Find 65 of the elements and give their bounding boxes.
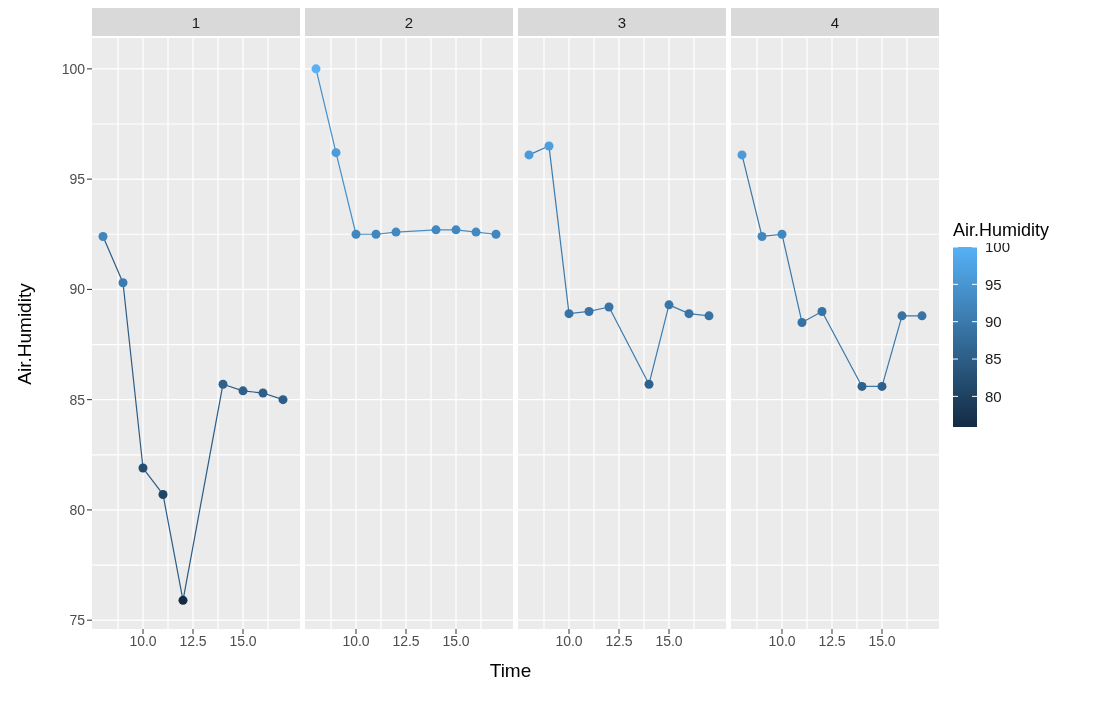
y-tick-label: 75 [69, 612, 86, 629]
point [684, 309, 694, 319]
point [331, 148, 341, 158]
x-tick-label: 10.0 [555, 632, 583, 649]
x-tick-label: 12.5 [818, 632, 846, 649]
point [258, 388, 268, 398]
chart-title: 3 [518, 8, 726, 36]
point [311, 64, 321, 74]
y-tick-label: 90 [69, 281, 86, 298]
x-tick-label: 10.0 [342, 632, 370, 649]
chart-title: 1 [92, 8, 300, 36]
point [644, 379, 654, 389]
point [737, 150, 747, 160]
point [238, 386, 248, 396]
point [544, 141, 554, 151]
point [897, 311, 907, 321]
x-tick-label: 15.0 [229, 632, 257, 649]
y-tick-label: 80 [69, 501, 86, 518]
chart-title: 2 [305, 8, 513, 36]
point [158, 489, 168, 499]
point [138, 463, 148, 473]
color-bar-label: 80 [985, 387, 1002, 405]
x-tick-label: 15.0 [442, 632, 470, 649]
point [491, 229, 501, 239]
point [471, 227, 481, 237]
x-tick-label: 10.0 [129, 632, 157, 649]
color-bar-label: 85 [985, 350, 1002, 368]
y-tick-label: 100 [61, 60, 86, 77]
point [218, 379, 228, 389]
point [704, 311, 714, 321]
point [877, 381, 887, 391]
color-bar-label: 90 [985, 312, 1002, 330]
point [391, 227, 401, 237]
point [98, 231, 108, 241]
point [564, 309, 574, 319]
point [431, 225, 441, 235]
y-axis-title: Air.Humidity [14, 282, 36, 385]
point [118, 278, 128, 288]
x-tick-label: 15.0 [868, 632, 896, 649]
color-bar-label: 95 [985, 275, 1002, 293]
point [351, 229, 361, 239]
point [797, 317, 807, 327]
point [604, 302, 614, 312]
point [664, 300, 674, 310]
point [371, 229, 381, 239]
x-axis-title: Time [488, 660, 533, 682]
point [857, 381, 867, 391]
point [524, 150, 534, 160]
color-bar-title: Air.Humidity [953, 220, 1050, 241]
x-tick-label: 12.5 [392, 632, 420, 649]
x-tick-label: 12.5 [605, 632, 633, 649]
point [584, 306, 594, 316]
x-tick-label: 12.5 [179, 632, 207, 649]
chart-title: 4 [731, 8, 939, 36]
y-tick-label: 95 [69, 171, 86, 188]
x-tick-label: 15.0 [655, 632, 683, 649]
point [777, 229, 787, 239]
x-tick-label: 10.0 [768, 632, 796, 649]
point [757, 231, 767, 241]
point [278, 395, 288, 405]
y-tick-label: 85 [69, 391, 86, 408]
point [451, 225, 461, 235]
point [178, 595, 188, 605]
point [917, 311, 927, 321]
point [817, 306, 827, 316]
